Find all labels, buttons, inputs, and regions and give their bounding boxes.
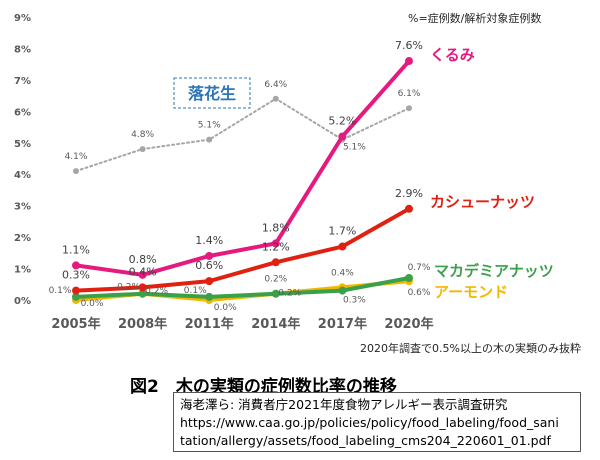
x-tick-label: 2008年: [118, 316, 167, 332]
citation-line-3: tation/allergy/assets/food_labeling_cms2…: [180, 433, 551, 448]
series-line: [74, 59, 411, 277]
data-label: 0.4%: [129, 265, 157, 278]
data-label: 1.8%: [262, 221, 290, 234]
x-tick-label: 2011年: [185, 316, 234, 332]
x-tick-label: 2017年: [318, 316, 367, 332]
citation-box: 海老澤ら: 消費者庁2021年度食物アレルギー表示調査研究 https://ww…: [173, 392, 581, 452]
unit-note: %=症例数/解析対象症例数: [408, 11, 541, 25]
series-layer: [72, 57, 413, 304]
series-line: [75, 97, 410, 173]
y-axis: 0% 1% 2% 3% 4% 5% 6% 7% 8% 9%: [14, 13, 31, 307]
data-label: 0.0%: [214, 303, 237, 313]
data-label: 7.6%: [395, 39, 423, 52]
series-line: [74, 275, 411, 299]
y-tick-label: 2%: [14, 233, 31, 244]
y-tick-label: 3%: [14, 202, 31, 213]
data-label: 1.4%: [195, 234, 223, 247]
data-label: 2.9%: [395, 187, 423, 200]
peanut-label-box: [173, 77, 251, 109]
citation-line-2: https://www.caa.go.jp/policies/policy/fo…: [180, 415, 559, 430]
data-point: [72, 261, 80, 270]
data-label: 0.1%: [49, 286, 72, 296]
series-name-label: アーモンド: [434, 283, 508, 301]
x-tick-label: 2014年: [251, 316, 300, 332]
peanut-label: 落花生: [188, 84, 236, 103]
data-point: [138, 270, 147, 279]
y-tick-label: 1%: [14, 265, 31, 276]
data-label: 5.1%: [198, 121, 221, 131]
data-label: 0.7%: [408, 263, 431, 273]
y-tick-label: 0%: [14, 296, 31, 307]
y-tick-label: 6%: [14, 107, 31, 118]
data-label: 6.4%: [264, 80, 287, 90]
y-tick-label: 8%: [14, 44, 31, 55]
y-tick-label: 5%: [14, 139, 31, 150]
data-point: [405, 57, 413, 66]
data-label: 5.2%: [328, 114, 356, 127]
x-tick-label: 2020年: [384, 316, 433, 332]
series-name-label: くるみ: [430, 46, 475, 64]
data-label: 0.4%: [331, 268, 354, 278]
data-label: 0.2%: [117, 283, 140, 293]
y-tick-label: 4%: [14, 170, 31, 181]
data-point: [272, 95, 279, 102]
data-label: 4.1%: [65, 152, 88, 162]
x-axis: 2005年 2008年 2011年 2014年 2017年 2020年: [51, 316, 433, 332]
series-name-label: カシューナッツ: [430, 193, 535, 211]
data-point: [406, 105, 412, 112]
data-label: 6.1%: [398, 89, 421, 99]
data-label: 5.1%: [343, 143, 366, 153]
data-label: 4.8%: [131, 130, 154, 140]
data-point: [72, 286, 80, 295]
data-point: [271, 258, 280, 267]
data-point: [139, 146, 146, 153]
data-point: [405, 204, 413, 213]
data-point: [206, 136, 213, 143]
data-point: [73, 168, 79, 175]
data-label: 0.6%: [195, 259, 223, 272]
y-tick-label: 9%: [14, 13, 31, 24]
data-point: [205, 292, 214, 301]
data-point: [271, 289, 280, 298]
data-point: [338, 286, 347, 295]
data-label: 1.1%: [62, 243, 90, 256]
data-label: 0.1%: [184, 286, 207, 296]
data-label: 0.8%: [129, 253, 157, 266]
data-point: [338, 242, 347, 251]
data-label: 1.2%: [262, 240, 290, 253]
data-point: [72, 292, 80, 301]
data-point: [405, 273, 413, 282]
citation-line-1: 海老澤ら: 消費者庁2021年度食物アレルギー表示調査研究: [180, 397, 508, 412]
data-label: 0.2%: [145, 287, 168, 297]
data-label: 1.7%: [328, 225, 356, 238]
data-point: [138, 289, 147, 298]
series-name-label: マカデミアナッツ: [434, 262, 554, 280]
data-label: 0.3%: [62, 269, 90, 282]
line-chart: 0% 1% 2% 3% 4% 5% 6% 7% 8% 9% 2005年 2008年 2011年 2014…: [14, 11, 581, 355]
series-line: [74, 206, 411, 293]
data-point: [338, 132, 347, 141]
data-point: [205, 251, 214, 260]
data-point: [271, 239, 280, 248]
data-label: 0.2%: [278, 289, 301, 299]
data-label: 0.2%: [264, 275, 287, 285]
data-labels: 4.1% 4.8% 5.1% 6.4% 5.1% 6.1% 1.1% 0.8% 1.4% 1.8%…: [49, 39, 431, 313]
data-label: 0.3%: [343, 296, 366, 306]
data-label: 0.0%: [81, 299, 104, 309]
x-tick-label: 2005年: [51, 316, 100, 332]
data-label: 0.6%: [408, 288, 431, 298]
data-point: [205, 277, 214, 286]
data-point: [138, 283, 147, 292]
y-tick-label: 7%: [14, 76, 31, 87]
footnote: 2020年調査で0.5%以上の木の実類のみ抜粋: [360, 341, 581, 355]
